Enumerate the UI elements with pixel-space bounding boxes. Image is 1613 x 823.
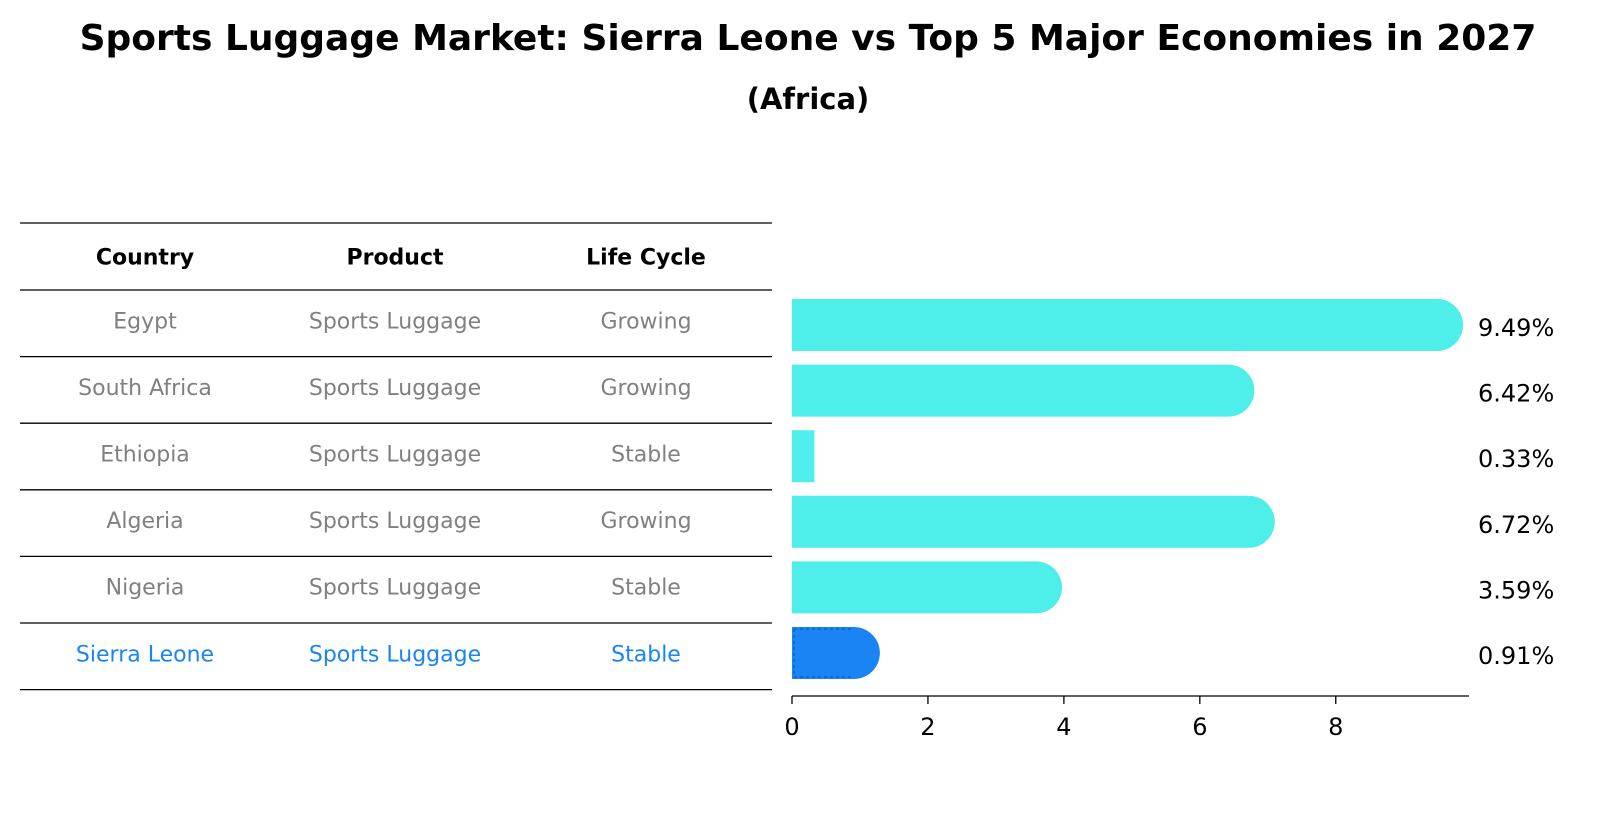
chart-subtitle: (Africa) bbox=[747, 82, 870, 116]
chart-title: Sports Luggage Market: Sierra Leone vs T… bbox=[80, 18, 1537, 59]
x-tick-label: 4 bbox=[1056, 713, 1071, 741]
table-cell: Algeria bbox=[106, 509, 183, 534]
table-header-cell: Life Cycle bbox=[586, 246, 706, 271]
table-cell: Stable bbox=[611, 443, 681, 468]
table-cell: Egypt bbox=[113, 309, 177, 334]
bar-value-label: 6.42% bbox=[1478, 380, 1554, 408]
table-cell: Sierra Leone bbox=[76, 642, 214, 667]
table-cell: Sports Luggage bbox=[309, 443, 481, 468]
table-cell: Stable bbox=[611, 642, 681, 667]
bar-algeria bbox=[792, 495, 1275, 548]
bar-value-label: 0.33% bbox=[1478, 445, 1554, 473]
x-tick-label: 6 bbox=[1192, 713, 1207, 741]
table-cell: Nigeria bbox=[106, 576, 185, 601]
bar-value-label: 9.49% bbox=[1478, 314, 1554, 342]
x-tick-label: 0 bbox=[784, 713, 799, 741]
x-tick-label: 8 bbox=[1328, 713, 1343, 741]
bar-plot: 9.49% 6.42% 0.33% 6.72% 3.59% 0.91% bbox=[792, 299, 1554, 679]
bar-ethiopia bbox=[792, 430, 815, 483]
bar-value-label: 3.59% bbox=[1478, 576, 1554, 604]
table-cell: Stable bbox=[611, 576, 681, 601]
x-tick-label: 2 bbox=[920, 713, 935, 741]
table-cell: Growing bbox=[600, 376, 691, 401]
table-cell: South Africa bbox=[78, 376, 212, 401]
bar-south-africa bbox=[792, 364, 1255, 417]
bar-nigeria bbox=[792, 561, 1063, 614]
table-cell: Sports Luggage bbox=[309, 576, 481, 601]
data-table: Country Product Life Cycle Egypt Sports Lugg… bbox=[20, 222, 772, 691]
x-axis: 0 2 4 6 8 bbox=[784, 695, 1469, 741]
table-cell: Sports Luggage bbox=[309, 509, 481, 534]
table-cell: Ethiopia bbox=[100, 443, 190, 468]
table-header-cell: Country bbox=[96, 246, 194, 271]
bar-value-label: 0.91% bbox=[1478, 642, 1554, 670]
table-cell: Sports Luggage bbox=[309, 309, 481, 334]
table-cell: Sports Luggage bbox=[309, 376, 481, 401]
bar-value-label: 6.72% bbox=[1478, 511, 1554, 539]
bar-egypt bbox=[792, 299, 1464, 351]
table-cell: Sports Luggage bbox=[309, 642, 481, 667]
table-cell: Growing bbox=[600, 309, 691, 334]
table-header-cell: Product bbox=[346, 246, 444, 271]
table-cell: Growing bbox=[600, 509, 691, 534]
bar-sierra-leone bbox=[792, 627, 880, 679]
